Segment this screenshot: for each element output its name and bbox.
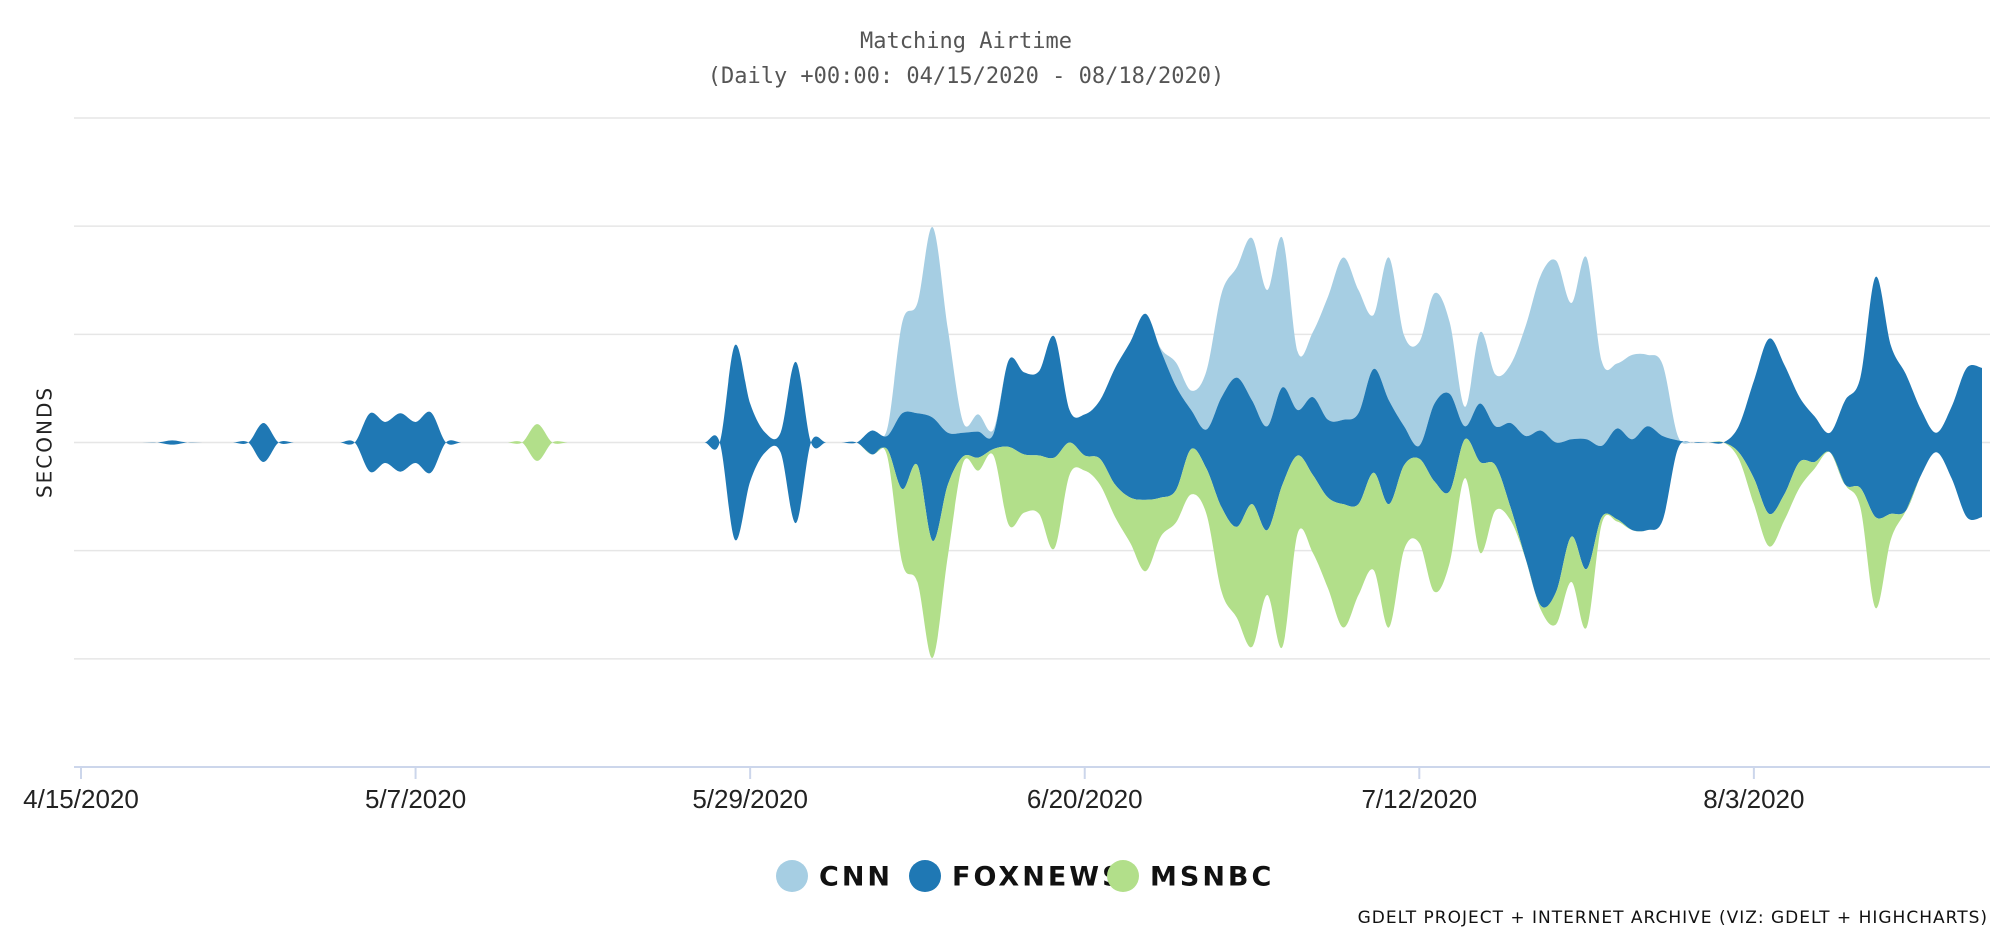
- legend-swatch: [1107, 860, 1139, 892]
- legend-label[interactable]: CNN: [819, 862, 893, 893]
- stream-area: [81, 424, 1982, 658]
- stream-area: [81, 227, 1982, 450]
- legend-item[interactable]: FOXNEWS: [909, 860, 1125, 893]
- plot-area: [81, 227, 1982, 658]
- legend-swatch: [776, 860, 808, 892]
- legend-item[interactable]: CNN: [776, 860, 893, 893]
- legend-swatch: [909, 860, 941, 892]
- credit: GDELT PROJECT + INTERNET ARCHIVE (VIZ: G…: [1358, 908, 1988, 928]
- stream-area: [81, 276, 1982, 608]
- legend: CNN FOXNEWS MSNBC: [776, 860, 1274, 893]
- x-tick-label: 5/29/2020: [692, 784, 808, 814]
- x-tick-label: 6/20/2020: [1027, 784, 1143, 814]
- legend-item[interactable]: MSNBC: [1107, 860, 1274, 893]
- x-tick-label: 4/15/2020: [23, 784, 139, 814]
- y-axis-title: SECONDS: [33, 386, 57, 498]
- legend-label[interactable]: MSNBC: [1150, 862, 1274, 893]
- chart-subtitle: (Daily +00:00: 04/15/2020 - 08/18/2020): [708, 64, 1225, 89]
- x-tick-label: 7/12/2020: [1361, 784, 1477, 814]
- legend-label[interactable]: FOXNEWS: [952, 862, 1125, 893]
- x-tick-label: 5/7/2020: [365, 784, 466, 814]
- chart-title: Matching Airtime: [860, 29, 1072, 54]
- x-tick-label: 8/3/2020: [1703, 784, 1804, 814]
- x-axis: 4/15/2020 5/7/2020 5/29/2020 6/20/2020 7/12/…: [23, 766, 1990, 814]
